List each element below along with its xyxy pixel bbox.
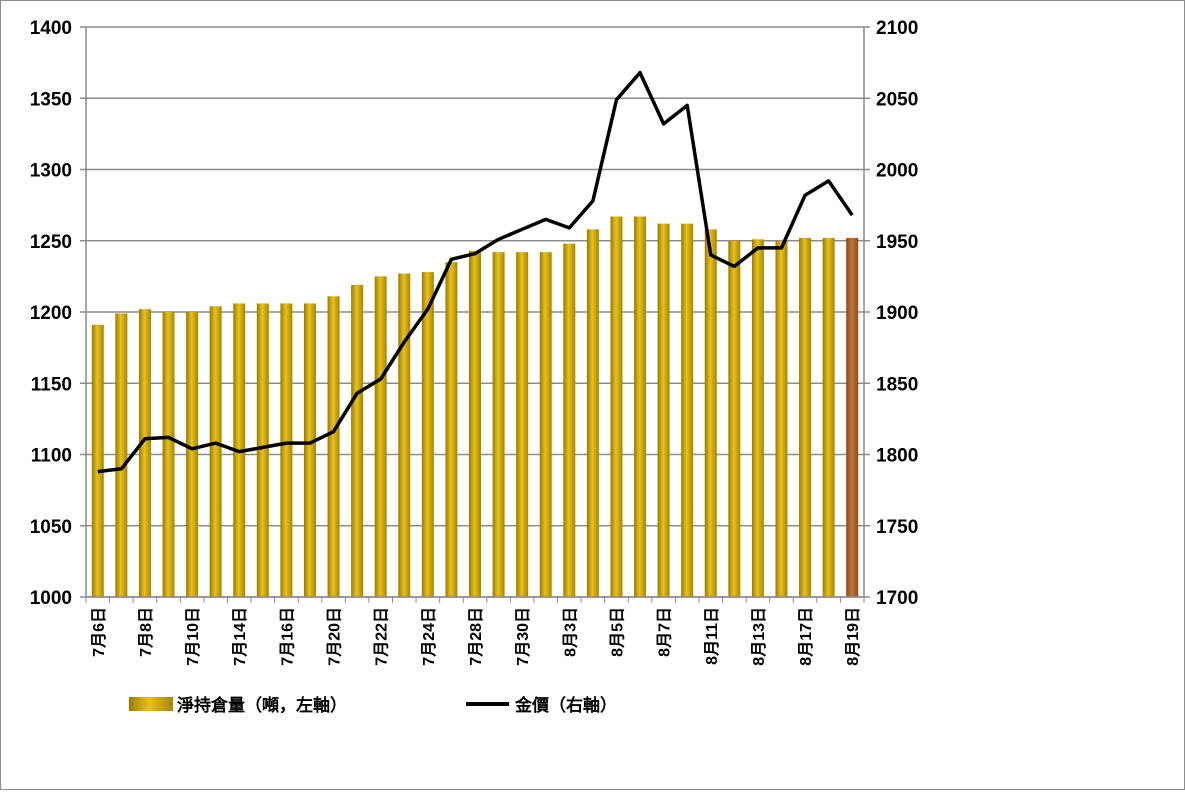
bar: [374, 276, 387, 597]
bar: [704, 229, 717, 597]
bar: [681, 223, 694, 597]
x-tick-label: 7月16日: [278, 607, 296, 666]
right-tick-label: 1750: [876, 517, 918, 538]
bar: [256, 303, 269, 597]
bar: [469, 250, 481, 597]
x-tick-label: 8月13日: [750, 607, 768, 666]
bar: [516, 252, 529, 597]
bar-series: [91, 216, 859, 597]
x-tick-label: 8月7日: [656, 607, 674, 657]
bar: [822, 237, 835, 597]
x-tick-label: 8月5日: [609, 607, 627, 657]
bar: [138, 309, 151, 597]
x-tick-label: 7月14日: [231, 607, 249, 666]
x-tick-label: 8月11日: [703, 607, 721, 665]
bar: [563, 243, 576, 597]
x-tick-label: 8月17日: [797, 607, 815, 666]
x-tick-label: 7月8日: [137, 607, 155, 657]
bar: [751, 239, 764, 597]
bar: [657, 223, 670, 597]
left-tick-label: 1350: [30, 89, 72, 110]
bar: [398, 273, 411, 597]
bar: [162, 312, 175, 597]
line-series: [97, 70, 854, 474]
left-tick-label: 1050: [30, 517, 72, 538]
bar: [586, 229, 599, 597]
x-tick-label: 7月28日: [467, 607, 485, 666]
x-tick-label: 8月19日: [844, 607, 862, 666]
right-tick-label: 1800: [876, 446, 918, 467]
right-tick-label: 1850: [876, 374, 918, 395]
left-tick-label: 1400: [30, 18, 72, 39]
left-tick-label: 1250: [30, 232, 72, 253]
bar: [91, 324, 104, 597]
legend-line-label: 金價（右軸）: [514, 695, 617, 715]
x-tick-label: 7月24日: [420, 607, 438, 666]
bar: [610, 216, 623, 597]
bar: [492, 252, 505, 597]
right-tick-label: 2050: [876, 89, 918, 110]
left-tick-label: 1200: [30, 303, 72, 324]
bar: [799, 237, 812, 597]
x-tick-label: 7月20日: [326, 607, 344, 666]
bar: [728, 240, 741, 597]
bar: [775, 240, 788, 597]
bar: [445, 262, 458, 597]
bar: [634, 216, 647, 597]
bar: [327, 296, 340, 597]
legend-bar-swatch: [129, 697, 173, 711]
legend: 淨持倉量（噸，左軸） 金價（右軸）: [129, 695, 617, 715]
left-tick-label: 1150: [31, 374, 72, 395]
bar: [351, 284, 364, 597]
right-tick-label: 2000: [876, 161, 918, 182]
bar: [115, 313, 128, 597]
bar: [280, 303, 293, 597]
right-tick-label: 2100: [876, 18, 918, 39]
x-tick-label: 7月30日: [514, 607, 532, 666]
x-axis-tick-labels: 7月6日 7月8日 7月10日 7月14日 7月16日 7月20日 7月22日 7月24日 7月…: [90, 607, 862, 666]
right-tick-label: 1950: [876, 232, 918, 253]
left-tick-label: 1300: [30, 161, 72, 182]
left-tick-label: 1000: [30, 588, 72, 609]
bar: [303, 303, 316, 597]
bar: [186, 312, 199, 597]
bar: [846, 237, 859, 597]
x-tick-label: 8月3日: [561, 607, 579, 657]
right-tick-label: 1900: [876, 303, 918, 324]
x-tick-label: 7月22日: [373, 607, 391, 666]
left-tick-label: 1100: [31, 446, 72, 467]
legend-bar-label: 淨持倉量（噸，左軸）: [177, 695, 347, 715]
x-tick-label: 7月6日: [90, 607, 108, 657]
right-tick-label: 1700: [876, 588, 918, 609]
bar: [539, 252, 552, 597]
right-axis-tick-labels: 1700 1750 1800 1850 1900 1950 2000 2050 2100: [876, 18, 918, 609]
gold-price-line: [97, 70, 854, 474]
axes: [80, 26, 870, 603]
bar: [209, 306, 222, 597]
bar: [421, 272, 434, 597]
x-tick-label: 7月10日: [184, 607, 202, 666]
left-axis-tick-labels: 1000 1050 1100 1150 1200 1250 1300 1350 1400: [30, 18, 72, 609]
